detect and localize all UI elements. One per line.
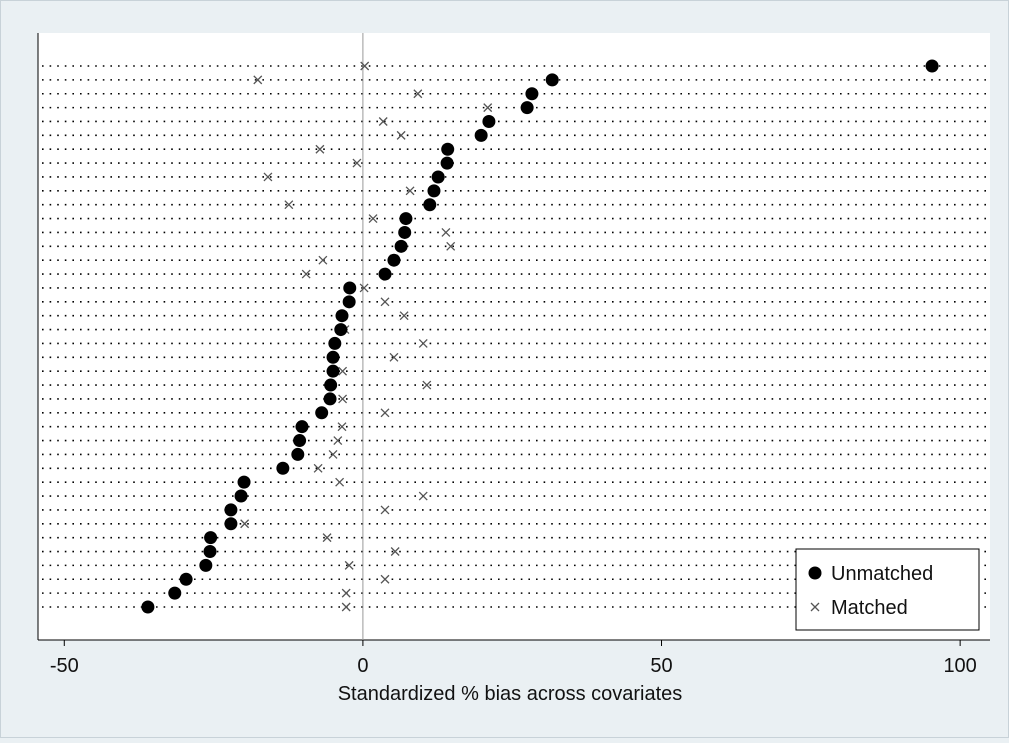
point (413, 89, 423, 99)
point (483, 103, 493, 113)
legend-box (795, 548, 980, 631)
point (237, 475, 251, 489)
point (328, 449, 338, 459)
point (240, 519, 250, 529)
point (341, 588, 351, 598)
point (323, 392, 337, 406)
legend-label: Unmatched (831, 563, 933, 585)
point (328, 336, 342, 350)
point (399, 212, 413, 226)
point (291, 447, 305, 461)
point (380, 297, 390, 307)
point (315, 406, 329, 420)
legend-label: Matched (831, 597, 908, 619)
point (168, 586, 182, 600)
x-tick-label: -50 (50, 655, 79, 677)
point (338, 366, 348, 376)
point (343, 281, 357, 295)
point (389, 352, 399, 362)
point (344, 560, 354, 570)
point (405, 186, 415, 196)
point (431, 170, 445, 184)
point (337, 422, 347, 432)
plot-area (38, 33, 990, 640)
point (482, 114, 496, 128)
point (474, 128, 488, 142)
point (326, 364, 340, 378)
point (925, 59, 939, 73)
x-tick-label: 50 (650, 655, 672, 677)
point (394, 239, 408, 253)
point (324, 378, 338, 392)
point (313, 463, 323, 473)
point (418, 491, 428, 501)
point (380, 505, 390, 515)
legend-marker (810, 602, 820, 612)
point (396, 130, 406, 140)
point (322, 533, 332, 543)
point (315, 144, 325, 154)
x-axis-title: Standardized % bias across covariates (338, 683, 683, 705)
point (199, 558, 213, 572)
point (301, 269, 311, 279)
point (418, 338, 428, 348)
x-tick-label: 100 (943, 655, 976, 677)
point (335, 477, 345, 487)
point (359, 283, 369, 293)
point (368, 214, 378, 224)
point (179, 572, 193, 586)
point (441, 142, 455, 156)
point (224, 517, 238, 531)
point (234, 489, 248, 503)
point (295, 420, 309, 434)
point (398, 225, 412, 239)
point (360, 61, 370, 71)
point (141, 600, 155, 614)
point (333, 436, 343, 445)
point (380, 574, 390, 584)
point (378, 117, 388, 126)
point (334, 323, 348, 337)
point (446, 241, 456, 251)
x-tick-label: 0 (357, 655, 368, 677)
point (545, 73, 559, 87)
point (224, 503, 238, 517)
point (293, 434, 307, 448)
legend-marker (808, 566, 822, 580)
point (352, 158, 362, 168)
point (387, 253, 401, 267)
point (341, 602, 351, 612)
point (525, 87, 539, 101)
point (335, 309, 349, 323)
point (204, 531, 218, 545)
point (338, 394, 348, 404)
point (520, 101, 534, 115)
point (284, 200, 294, 210)
point (263, 172, 273, 182)
point (326, 350, 340, 364)
point (423, 198, 437, 212)
point (441, 228, 451, 237)
point (390, 547, 400, 556)
point (399, 311, 409, 321)
point (318, 255, 328, 265)
point (276, 461, 290, 475)
point (378, 267, 392, 281)
point (253, 75, 263, 85)
point (427, 184, 441, 198)
point (203, 545, 217, 559)
point (422, 380, 432, 390)
point (380, 408, 390, 418)
point (342, 295, 356, 309)
point (440, 156, 454, 170)
